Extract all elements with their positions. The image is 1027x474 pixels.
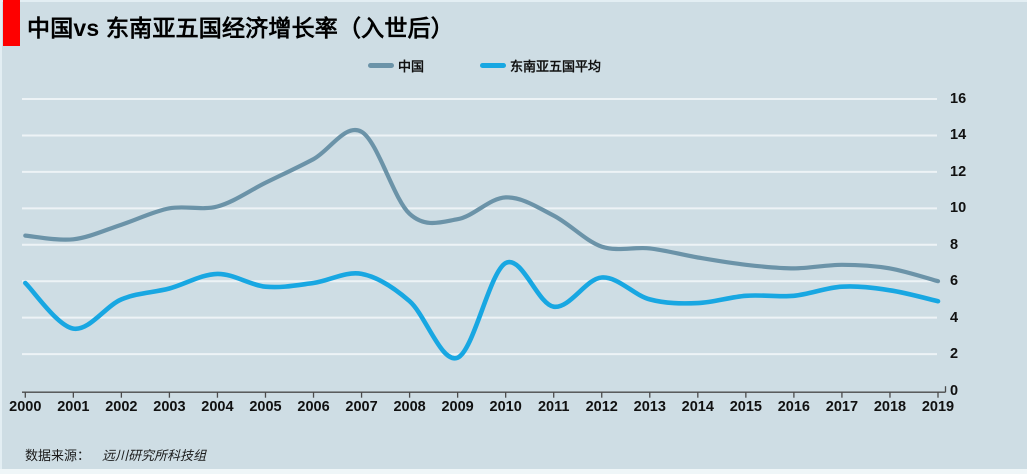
chart-legend: 中国 东南亚五国平均: [368, 56, 601, 74]
x-tick-label-2008: 2008: [393, 399, 426, 415]
china-line-swatch-icon: [368, 62, 394, 68]
x-tick-label-2007: 2007: [345, 399, 378, 415]
x-tick-label-2014: 2014: [681, 399, 714, 415]
window-edge-bottom: [0, 469, 1027, 474]
x-tick-label-2012: 2012: [585, 399, 618, 415]
data-source-note: 数据来源： 远川研究所科技组: [25, 445, 206, 464]
x-tick-label-2009: 2009: [441, 399, 474, 415]
title-accent-bar: [3, 0, 20, 46]
x-tick-label-2004: 2004: [201, 399, 234, 415]
legend-item-sea-average: 东南亚五国平均: [480, 56, 601, 75]
x-tick-label-2015: 2015: [729, 399, 762, 415]
x-tick-label-2002: 2002: [105, 399, 138, 415]
x-tick-label-2005: 2005: [249, 399, 282, 415]
y-tick-label-6: 6: [950, 273, 959, 290]
x-tick-label-2017: 2017: [825, 399, 859, 415]
y-tick-label-12: 12: [950, 163, 967, 180]
x-tick-label-2019: 2019: [921, 399, 955, 415]
x-tick-label-2018: 2018: [873, 399, 907, 415]
y-tick-label-4: 4: [950, 309, 959, 326]
x-tick-label-2013: 2013: [633, 399, 666, 415]
x-tick-label-2016: 2016: [777, 399, 811, 415]
data-source-name: 远川研究所科技组: [102, 448, 207, 463]
sea-average-line: [23, 259, 941, 361]
x-tick-label-2003: 2003: [153, 399, 186, 415]
x-tick-label-2006: 2006: [297, 399, 330, 415]
y-tick-label-10: 10: [950, 200, 967, 217]
x-tick-label-2011: 2011: [537, 399, 570, 415]
data-source-label: 数据来源：: [25, 448, 91, 463]
legend-label-china: 中国: [398, 58, 425, 74]
window-edge-left: [0, 0, 2, 474]
china-line: [23, 127, 941, 284]
legend-item-china: 中国: [368, 56, 424, 75]
legend-label-sea-average: 东南亚五国平均: [510, 58, 602, 74]
x-tick-label-2010: 2010: [489, 399, 522, 415]
x-tick-label-2001: 2001: [57, 399, 90, 415]
sea-average-line-swatch-icon: [480, 62, 507, 68]
y-tick-label-14: 14: [950, 127, 967, 144]
y-tick-label-16: 16: [950, 91, 967, 107]
chart-title: 中国vs 东南亚五国经济增长率（入世后）: [27, 15, 454, 41]
window-edge-top: [0, 0, 1027, 2]
y-tick-label-2: 2: [950, 346, 959, 363]
y-tick-label-0: 0: [950, 383, 959, 400]
y-tick-label-8: 8: [950, 236, 959, 253]
x-tick-label-2000: 2000: [9, 399, 42, 415]
